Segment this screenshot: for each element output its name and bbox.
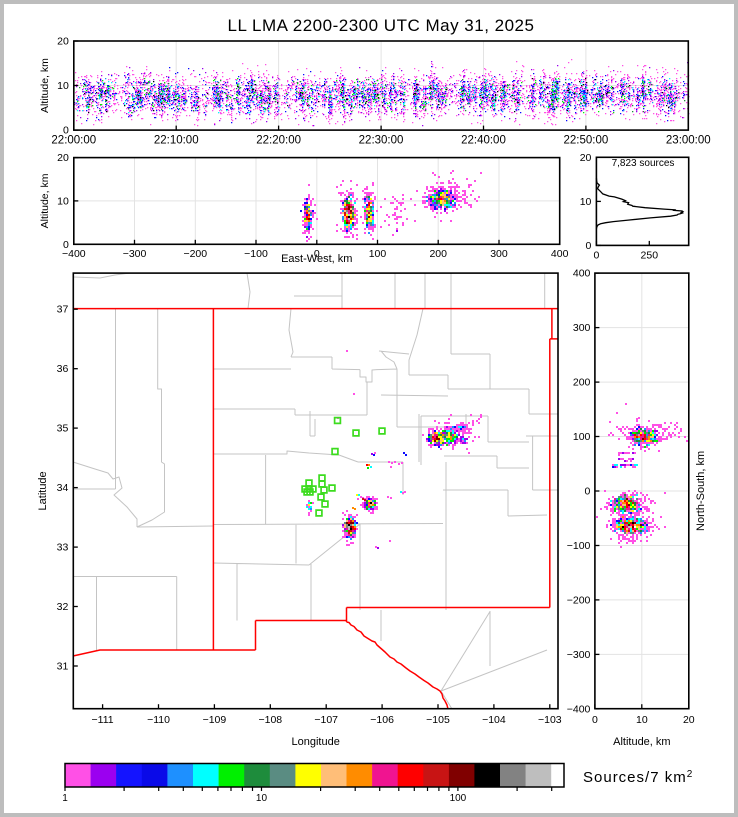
svg-text:Altitude, km: Altitude, km [613,736,670,748]
svg-text:10: 10 [636,714,648,726]
svg-text:−103: −103 [538,714,562,726]
svg-text:20: 20 [57,152,69,164]
svg-text:0: 0 [592,714,598,726]
svg-text:−400: −400 [567,703,591,715]
svg-text:22:50:00: 22:50:00 [564,135,609,147]
svg-text:−107: −107 [314,714,338,726]
svg-text:−105: −105 [426,714,450,726]
svg-text:20: 20 [57,36,69,48]
svg-text:37: 37 [57,304,69,316]
svg-text:LL LMA 2200-2300 UTC May 31, 2: LL LMA 2200-2300 UTC May 31, 2025 [228,16,535,35]
svg-text:10: 10 [57,80,69,92]
svg-text:10: 10 [57,195,69,207]
svg-text:0: 0 [63,239,69,251]
svg-text:Sources/7 km2: Sources/7 km2 [583,769,693,786]
svg-text:400: 400 [573,268,591,280]
svg-text:−106: −106 [370,714,394,726]
svg-text:22:10:00: 22:10:00 [154,135,199,147]
svg-text:36: 36 [57,363,69,375]
svg-text:250: 250 [641,249,659,261]
svg-text:Altitude, km: Altitude, km [39,173,51,228]
svg-text:−100: −100 [244,248,268,260]
svg-text:−104: −104 [482,714,506,726]
svg-text:200: 200 [573,377,591,389]
svg-text:22:30:00: 22:30:00 [359,135,404,147]
svg-text:31: 31 [57,661,69,673]
svg-text:−110: −110 [147,714,170,726]
svg-text:23:00:00: 23:00:00 [666,135,711,147]
svg-text:−200: −200 [183,248,207,260]
svg-text:34: 34 [57,482,69,494]
svg-text:Longitude: Longitude [291,736,339,748]
svg-text:0: 0 [593,249,599,261]
svg-text:22:00:00: 22:00:00 [51,135,96,147]
svg-text:33: 33 [57,542,69,554]
svg-text:1: 1 [62,793,68,804]
svg-text:−100: −100 [567,540,591,552]
svg-text:20: 20 [683,714,695,726]
svg-text:100: 100 [573,431,591,443]
svg-text:−108: −108 [258,714,282,726]
svg-text:100: 100 [450,793,467,804]
svg-text:Altitude, km: Altitude, km [39,58,51,113]
svg-text:32: 32 [57,601,69,613]
svg-text:22:20:00: 22:20:00 [256,135,301,147]
svg-text:300: 300 [573,322,591,334]
svg-text:0: 0 [63,125,69,137]
svg-text:East-West, km: East-West, km [281,253,352,265]
svg-text:−400: −400 [62,248,86,260]
svg-text:10: 10 [256,793,268,804]
svg-text:−300: −300 [123,248,147,260]
svg-text:0: 0 [585,486,591,498]
svg-text:0: 0 [586,240,592,252]
svg-text:−109: −109 [203,714,227,726]
svg-text:300: 300 [490,248,508,260]
svg-text:10: 10 [580,196,592,208]
svg-text:7,823 sources: 7,823 sources [612,158,675,169]
svg-text:0: 0 [314,248,320,260]
svg-text:400: 400 [551,248,569,260]
svg-text:−111: −111 [92,714,114,726]
svg-text:North-South, km: North-South, km [695,451,707,531]
svg-text:−200: −200 [567,594,591,606]
svg-text:35: 35 [57,423,69,435]
svg-text:22:40:00: 22:40:00 [461,135,506,147]
svg-text:Latitude: Latitude [37,471,49,510]
svg-text:200: 200 [429,248,447,260]
svg-text:−300: −300 [567,649,591,661]
svg-text:20: 20 [580,152,592,164]
svg-text:100: 100 [369,248,387,260]
